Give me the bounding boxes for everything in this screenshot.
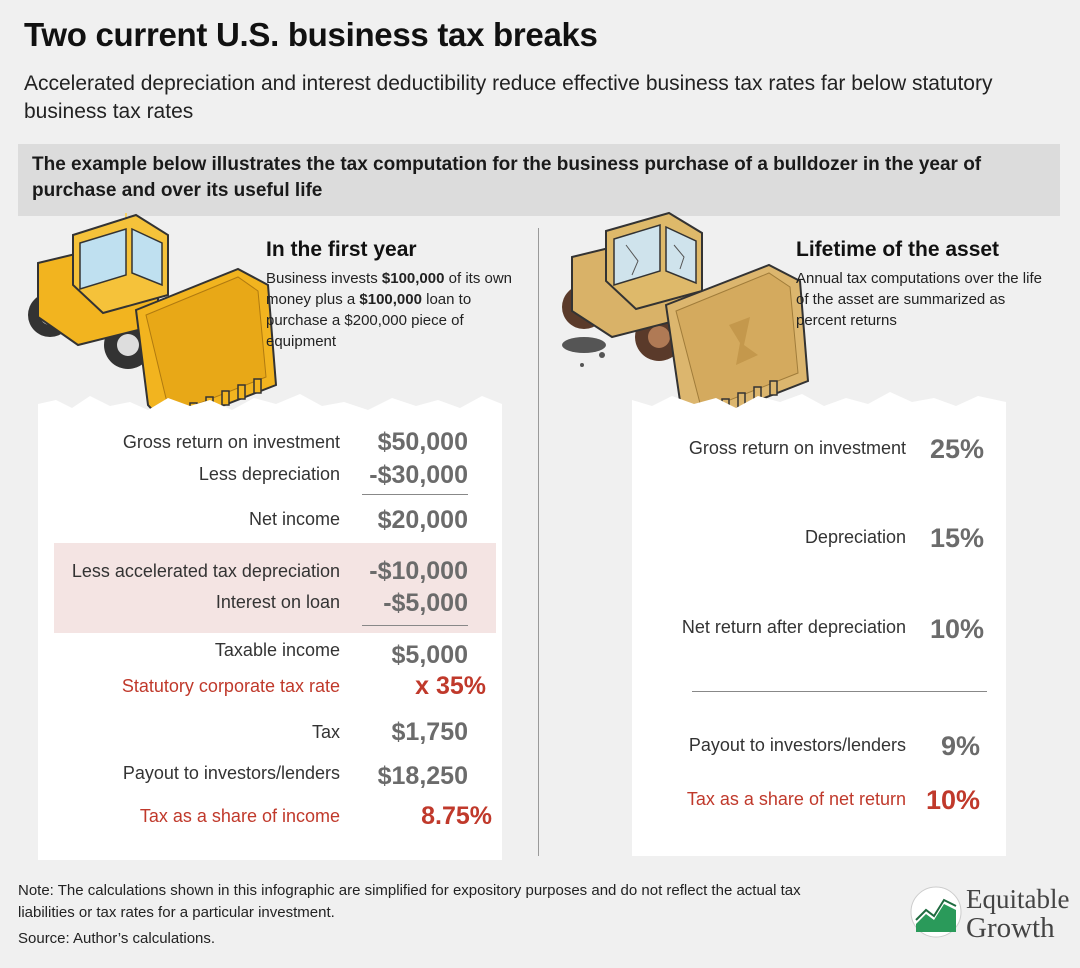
accelerated-depreciation-label: Less accelerated tax depreciation	[71, 561, 340, 581]
lifetime-payout-value: 9%	[940, 731, 980, 761]
first-year-card	[38, 420, 502, 860]
logo-text-line1: Equitable	[966, 884, 1070, 914]
depreciation-value: -$30,000	[369, 461, 468, 489]
net-income-value: $20,000	[377, 506, 468, 534]
page-subtitle: Accelerated depreciation and interest de…	[24, 72, 993, 123]
tax-breaks-highlight	[54, 543, 496, 633]
equitable-growth-logo-icon	[910, 886, 962, 938]
equitable-growth-logo: Equitable Growth	[910, 880, 1076, 952]
lifetime-gross-value: 25%	[929, 434, 984, 464]
lifetime-card	[632, 418, 1006, 856]
tax-label: Tax	[311, 722, 340, 742]
lifetime-gross-label: Gross return on investment	[688, 438, 906, 458]
lifetime-rule	[692, 691, 987, 692]
depreciation-label: Less depreciation	[198, 464, 340, 484]
accelerated-depreciation-value: -$10,000	[369, 557, 468, 585]
lifetime-tax-share-label: Tax as a share of net return	[686, 789, 906, 809]
lifetime-net-value: 10%	[929, 614, 984, 644]
lifetime-tax-share-value: 10%	[925, 785, 980, 815]
gross-return-label: Gross return on investment	[122, 432, 340, 452]
statutory-rate-label: Statutory corporate tax rate	[121, 676, 340, 696]
taxable-income-value: $5,000	[391, 641, 468, 669]
desc-text-3: loan to purchase a $200,000 piece of equ…	[266, 291, 472, 350]
footnote: Note: The calculations shown in this inf…	[18, 882, 801, 921]
column-divider	[538, 228, 539, 856]
interest-label: Interest on loan	[215, 592, 340, 612]
tax-share-label: Tax as a share of income	[139, 806, 340, 826]
bulldozer-worn-icon	[562, 211, 810, 425]
lifetime-depreciation-label: Depreciation	[804, 527, 906, 547]
payout-value: $18,250	[377, 762, 468, 790]
interest-value: -$5,000	[383, 589, 468, 617]
desc-text-1: Business invests	[266, 270, 382, 287]
tax-value: $1,750	[391, 718, 468, 746]
lifetime-payout-label: Payout to investors/lenders	[688, 735, 906, 755]
lifetime-net-label: Net return after depreciation	[681, 617, 906, 637]
gross-return-value: $50,000	[377, 428, 468, 456]
subtotal-rule-2	[362, 625, 468, 626]
lifetime-depreciation-value: 15%	[929, 523, 984, 553]
net-income-label: Net income	[248, 509, 340, 529]
source-note: Source: Author’s calculations.	[18, 930, 216, 947]
taxable-income-label: Taxable income	[214, 640, 340, 660]
own-money-amount: $100,000	[381, 270, 445, 287]
lifetime-description: Annual tax computations over the life of…	[796, 270, 1042, 329]
tax-share-value: 8.75%	[421, 802, 492, 830]
payout-label: Payout to investors/lenders	[122, 763, 340, 783]
desc-text-2: of its own money plus a	[266, 270, 512, 308]
intro-banner-text: The example below illustrates the tax co…	[32, 154, 982, 201]
logo-text-line2: Growth	[966, 912, 1055, 944]
first-year-description: Business invests $100,000 of its own mon…	[266, 268, 516, 352]
subtotal-rule-1	[362, 494, 468, 495]
loan-amount: $100,000	[359, 291, 422, 308]
page-title: Two current U.S. business tax breaks	[24, 16, 598, 53]
intro-banner: The example below illustrates the tax co…	[18, 144, 1060, 216]
lifetime-title: Lifetime of the asset	[796, 238, 1000, 261]
statutory-rate-value: x 35%	[415, 672, 486, 700]
first-year-title: In the first year	[266, 238, 417, 261]
bulldozer-new-icon	[28, 213, 278, 429]
